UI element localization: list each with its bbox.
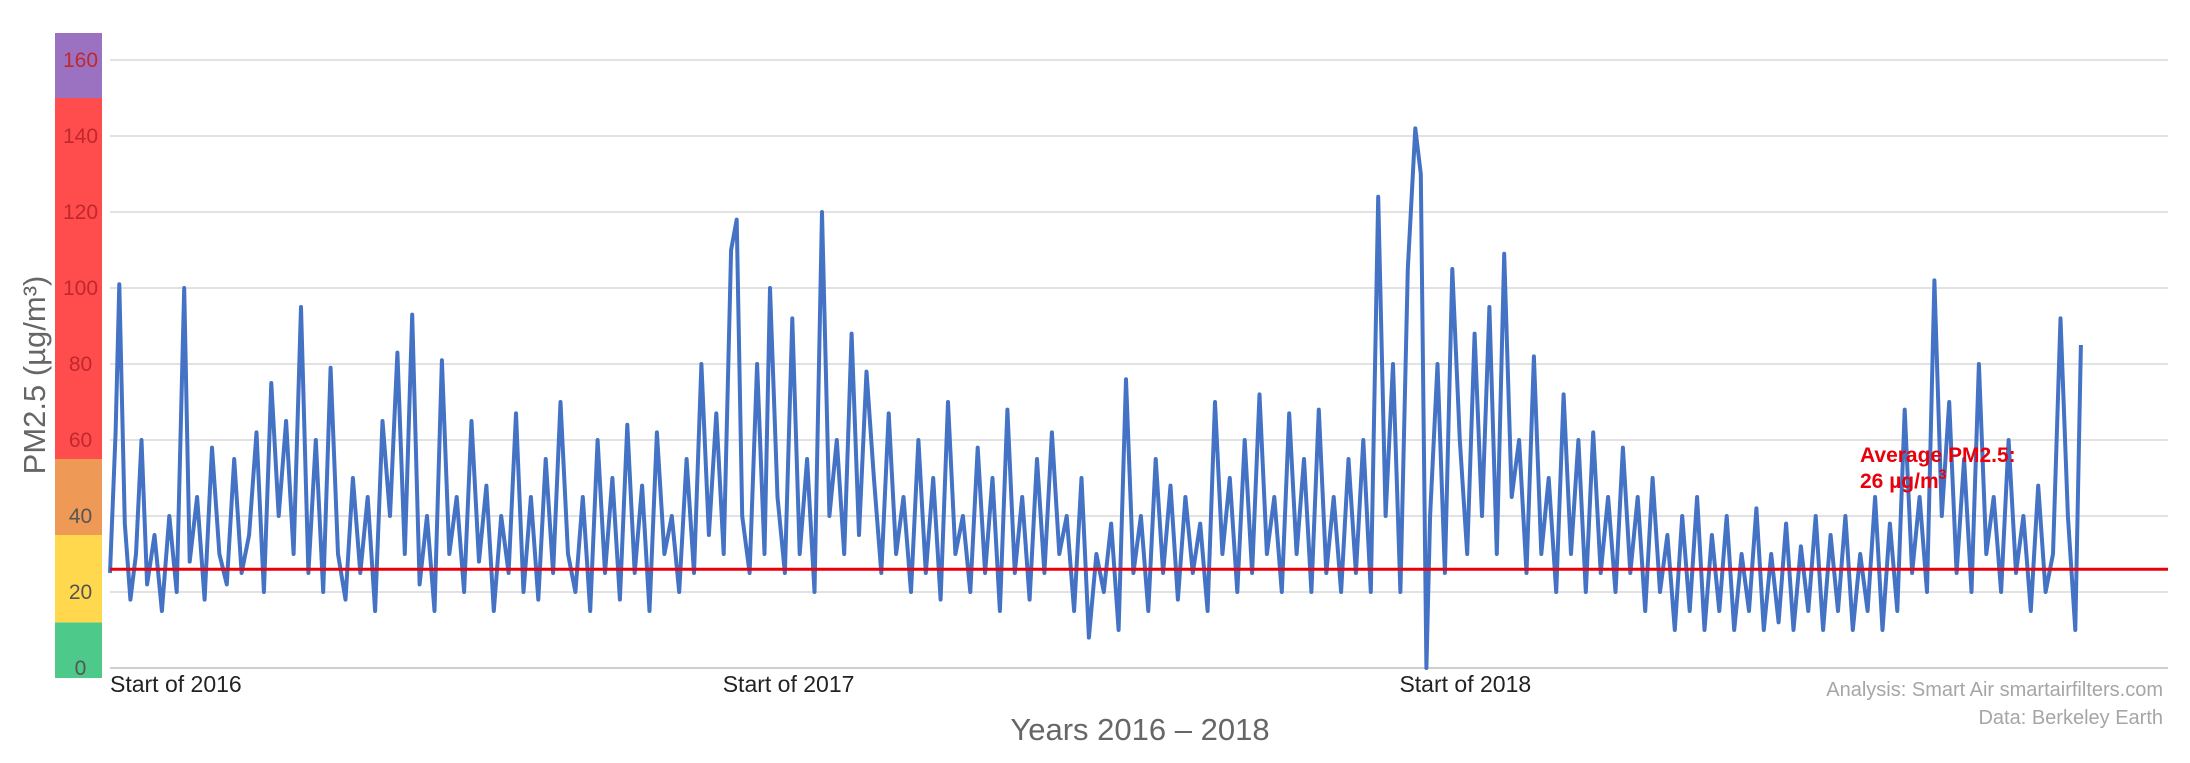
y-tick-label-80: 80	[69, 353, 92, 376]
aqi-band-3	[55, 98, 102, 459]
analysis-credit: Analysis: Smart Air smartairfilters.com	[1826, 679, 2163, 701]
y-tick-label-140: 140	[63, 125, 98, 148]
data-credit: Data: Berkeley Earth	[1978, 707, 2163, 729]
y-tick-label-120: 120	[63, 201, 98, 224]
y-tick-label-0: 0	[75, 657, 87, 680]
y-axis-title: PM2.5 (µg/m³)	[17, 276, 52, 475]
aqi-band-2	[55, 459, 102, 535]
aqi-band-1	[55, 535, 102, 623]
x-tick-label-2: Start of 2018	[1399, 671, 1531, 697]
y-tick-label-20: 20	[69, 581, 92, 604]
aqi-band-0	[55, 622, 102, 678]
x-axis-title: Years 2016 – 2018	[1010, 712, 1269, 747]
series-group	[108, 126, 2083, 670]
average-label-line2: 26 µg/m3	[1860, 466, 1947, 493]
y-tick-label-100: 100	[63, 277, 98, 300]
average-label-value: 26 µg/m	[1860, 470, 1939, 493]
x-tick-label-0: Start of 2016	[110, 671, 242, 697]
y-axis-ticks: 0 20 40 60 80 100 120 140 160	[63, 49, 98, 680]
aqi-color-bands	[55, 33, 102, 678]
average-label-unit-superscript: 3	[1939, 466, 1947, 482]
average-label-line1: Average PM2.5:	[1860, 444, 2016, 467]
series-line-0	[108, 126, 2083, 670]
x-tick-label-1: Start of 2017	[723, 671, 855, 697]
y-tick-label-40: 40	[69, 505, 92, 528]
y-tick-label-160: 160	[63, 49, 98, 72]
aqi-band-4	[55, 33, 102, 98]
y-tick-label-60: 60	[69, 429, 92, 452]
x-axis-ticks: Start of 2016 Start of 2017 Start of 2018	[110, 671, 1531, 697]
